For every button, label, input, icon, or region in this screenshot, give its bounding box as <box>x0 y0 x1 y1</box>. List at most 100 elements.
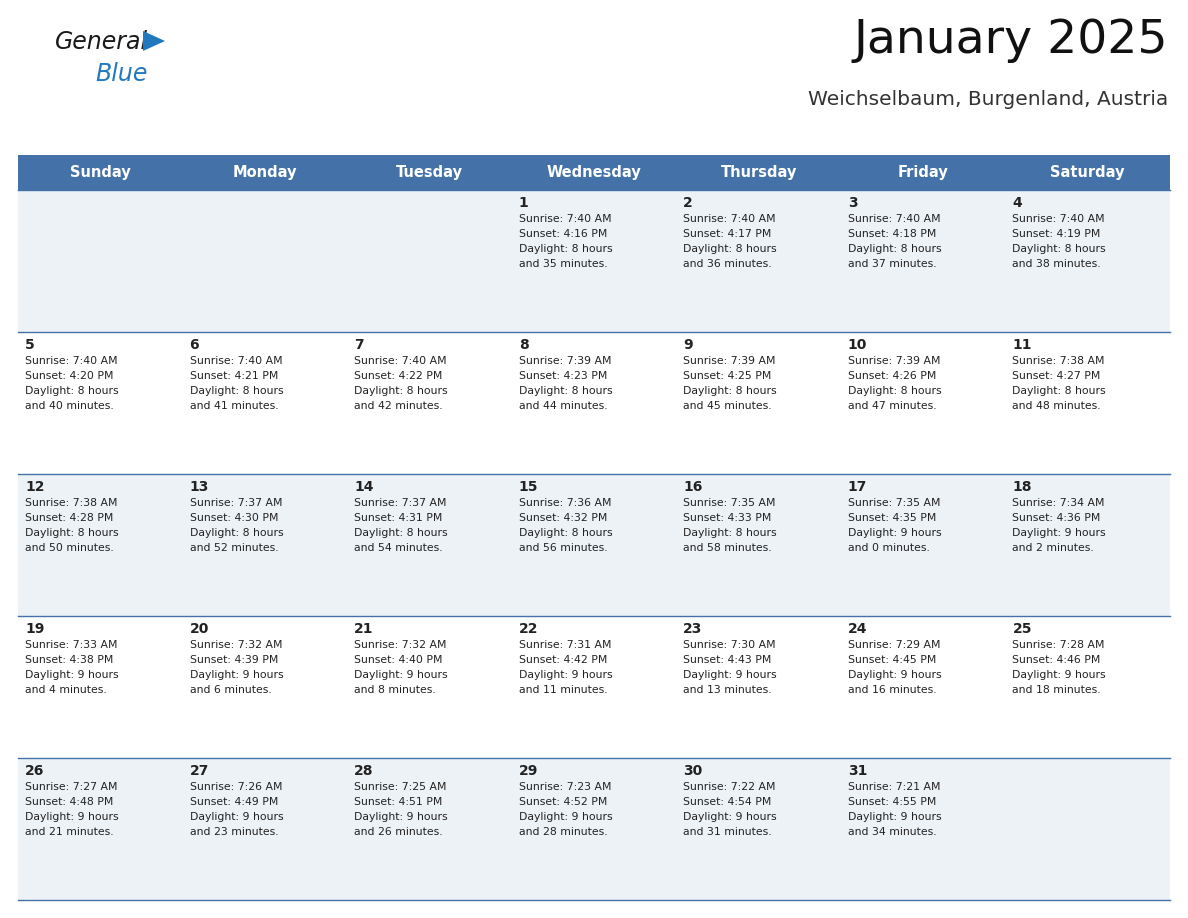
Text: General: General <box>55 30 148 54</box>
Text: Sunrise: 7:40 AM: Sunrise: 7:40 AM <box>354 356 447 366</box>
Text: Thursday: Thursday <box>720 165 797 180</box>
Bar <box>841 155 1005 190</box>
Text: Sunrise: 7:40 AM: Sunrise: 7:40 AM <box>1012 214 1105 224</box>
Text: and 26 minutes.: and 26 minutes. <box>354 827 443 837</box>
Text: and 21 minutes.: and 21 minutes. <box>25 827 114 837</box>
Text: and 45 minutes.: and 45 minutes. <box>683 401 772 411</box>
Text: Sunrise: 7:21 AM: Sunrise: 7:21 AM <box>848 782 941 792</box>
Text: Sunrise: 7:38 AM: Sunrise: 7:38 AM <box>1012 356 1105 366</box>
Bar <box>18 758 1170 900</box>
Text: Sunset: 4:55 PM: Sunset: 4:55 PM <box>848 797 936 807</box>
Text: Sunset: 4:27 PM: Sunset: 4:27 PM <box>1012 371 1101 381</box>
Bar <box>347 155 512 190</box>
Text: Sunrise: 7:40 AM: Sunrise: 7:40 AM <box>190 356 283 366</box>
Text: Sunrise: 7:25 AM: Sunrise: 7:25 AM <box>354 782 447 792</box>
Text: 20: 20 <box>190 622 209 636</box>
Text: 11: 11 <box>1012 338 1032 352</box>
Text: and 28 minutes.: and 28 minutes. <box>519 827 607 837</box>
Text: Sunset: 4:30 PM: Sunset: 4:30 PM <box>190 513 278 523</box>
Text: 28: 28 <box>354 764 374 778</box>
Text: Sunset: 4:46 PM: Sunset: 4:46 PM <box>1012 655 1101 665</box>
Text: 14: 14 <box>354 480 374 494</box>
Text: Daylight: 8 hours: Daylight: 8 hours <box>683 244 777 254</box>
Text: Sunrise: 7:40 AM: Sunrise: 7:40 AM <box>848 214 941 224</box>
Text: Daylight: 8 hours: Daylight: 8 hours <box>1012 386 1106 396</box>
Text: 18: 18 <box>1012 480 1032 494</box>
Text: 8: 8 <box>519 338 529 352</box>
Text: Sunset: 4:39 PM: Sunset: 4:39 PM <box>190 655 278 665</box>
Text: Daylight: 9 hours: Daylight: 9 hours <box>519 812 612 822</box>
Text: 6: 6 <box>190 338 200 352</box>
Text: and 40 minutes.: and 40 minutes. <box>25 401 114 411</box>
Text: Daylight: 8 hours: Daylight: 8 hours <box>25 528 119 538</box>
Text: Sunrise: 7:39 AM: Sunrise: 7:39 AM <box>848 356 941 366</box>
Text: 30: 30 <box>683 764 702 778</box>
Text: and 41 minutes.: and 41 minutes. <box>190 401 278 411</box>
Text: and 37 minutes.: and 37 minutes. <box>848 259 936 269</box>
Text: Sunset: 4:42 PM: Sunset: 4:42 PM <box>519 655 607 665</box>
Text: Sunrise: 7:30 AM: Sunrise: 7:30 AM <box>683 640 776 650</box>
Text: and 52 minutes.: and 52 minutes. <box>190 543 278 553</box>
Text: 3: 3 <box>848 196 858 210</box>
Text: Friday: Friday <box>898 165 948 180</box>
Text: Sunset: 4:26 PM: Sunset: 4:26 PM <box>848 371 936 381</box>
Text: and 42 minutes.: and 42 minutes. <box>354 401 443 411</box>
Text: Daylight: 8 hours: Daylight: 8 hours <box>1012 244 1106 254</box>
Bar <box>18 474 1170 616</box>
Text: 2: 2 <box>683 196 693 210</box>
Text: 12: 12 <box>25 480 44 494</box>
Text: Sunset: 4:25 PM: Sunset: 4:25 PM <box>683 371 772 381</box>
Bar <box>512 155 676 190</box>
Text: and 34 minutes.: and 34 minutes. <box>848 827 936 837</box>
Text: Sunrise: 7:27 AM: Sunrise: 7:27 AM <box>25 782 118 792</box>
Text: and 50 minutes.: and 50 minutes. <box>25 543 114 553</box>
Text: and 23 minutes.: and 23 minutes. <box>190 827 278 837</box>
Text: Daylight: 8 hours: Daylight: 8 hours <box>683 528 777 538</box>
Text: Daylight: 8 hours: Daylight: 8 hours <box>683 386 777 396</box>
Text: Sunset: 4:22 PM: Sunset: 4:22 PM <box>354 371 442 381</box>
Text: 31: 31 <box>848 764 867 778</box>
Text: Daylight: 9 hours: Daylight: 9 hours <box>683 812 777 822</box>
Bar <box>18 616 1170 758</box>
Text: 26: 26 <box>25 764 44 778</box>
Text: Sunset: 4:19 PM: Sunset: 4:19 PM <box>1012 229 1101 239</box>
Text: Sunset: 4:31 PM: Sunset: 4:31 PM <box>354 513 442 523</box>
Text: Sunset: 4:18 PM: Sunset: 4:18 PM <box>848 229 936 239</box>
Text: Daylight: 8 hours: Daylight: 8 hours <box>190 528 283 538</box>
Bar <box>18 332 1170 474</box>
Text: 21: 21 <box>354 622 374 636</box>
Text: Sunday: Sunday <box>70 165 131 180</box>
Text: 4: 4 <box>1012 196 1022 210</box>
Text: and 47 minutes.: and 47 minutes. <box>848 401 936 411</box>
Text: 22: 22 <box>519 622 538 636</box>
Text: Daylight: 8 hours: Daylight: 8 hours <box>25 386 119 396</box>
Text: and 6 minutes.: and 6 minutes. <box>190 685 271 695</box>
Text: Tuesday: Tuesday <box>396 165 463 180</box>
Text: Daylight: 8 hours: Daylight: 8 hours <box>519 244 612 254</box>
Text: and 38 minutes.: and 38 minutes. <box>1012 259 1101 269</box>
Text: 19: 19 <box>25 622 44 636</box>
Text: 24: 24 <box>848 622 867 636</box>
Text: Saturday: Saturday <box>1050 165 1125 180</box>
Text: and 44 minutes.: and 44 minutes. <box>519 401 607 411</box>
Text: Daylight: 8 hours: Daylight: 8 hours <box>354 386 448 396</box>
Text: Sunrise: 7:37 AM: Sunrise: 7:37 AM <box>190 498 282 508</box>
Text: Sunset: 4:20 PM: Sunset: 4:20 PM <box>25 371 114 381</box>
Bar <box>183 155 347 190</box>
Text: Daylight: 8 hours: Daylight: 8 hours <box>354 528 448 538</box>
Text: Daylight: 9 hours: Daylight: 9 hours <box>1012 528 1106 538</box>
Text: Sunset: 4:48 PM: Sunset: 4:48 PM <box>25 797 113 807</box>
Text: and 8 minutes.: and 8 minutes. <box>354 685 436 695</box>
Text: Sunset: 4:38 PM: Sunset: 4:38 PM <box>25 655 113 665</box>
Text: Sunrise: 7:23 AM: Sunrise: 7:23 AM <box>519 782 611 792</box>
Text: Sunset: 4:54 PM: Sunset: 4:54 PM <box>683 797 772 807</box>
Text: Sunset: 4:52 PM: Sunset: 4:52 PM <box>519 797 607 807</box>
Text: 27: 27 <box>190 764 209 778</box>
Text: 15: 15 <box>519 480 538 494</box>
Polygon shape <box>143 31 165 51</box>
Text: Sunrise: 7:33 AM: Sunrise: 7:33 AM <box>25 640 118 650</box>
Text: Monday: Monday <box>233 165 297 180</box>
Text: Sunrise: 7:39 AM: Sunrise: 7:39 AM <box>519 356 611 366</box>
Text: Sunset: 4:23 PM: Sunset: 4:23 PM <box>519 371 607 381</box>
Text: and 54 minutes.: and 54 minutes. <box>354 543 443 553</box>
